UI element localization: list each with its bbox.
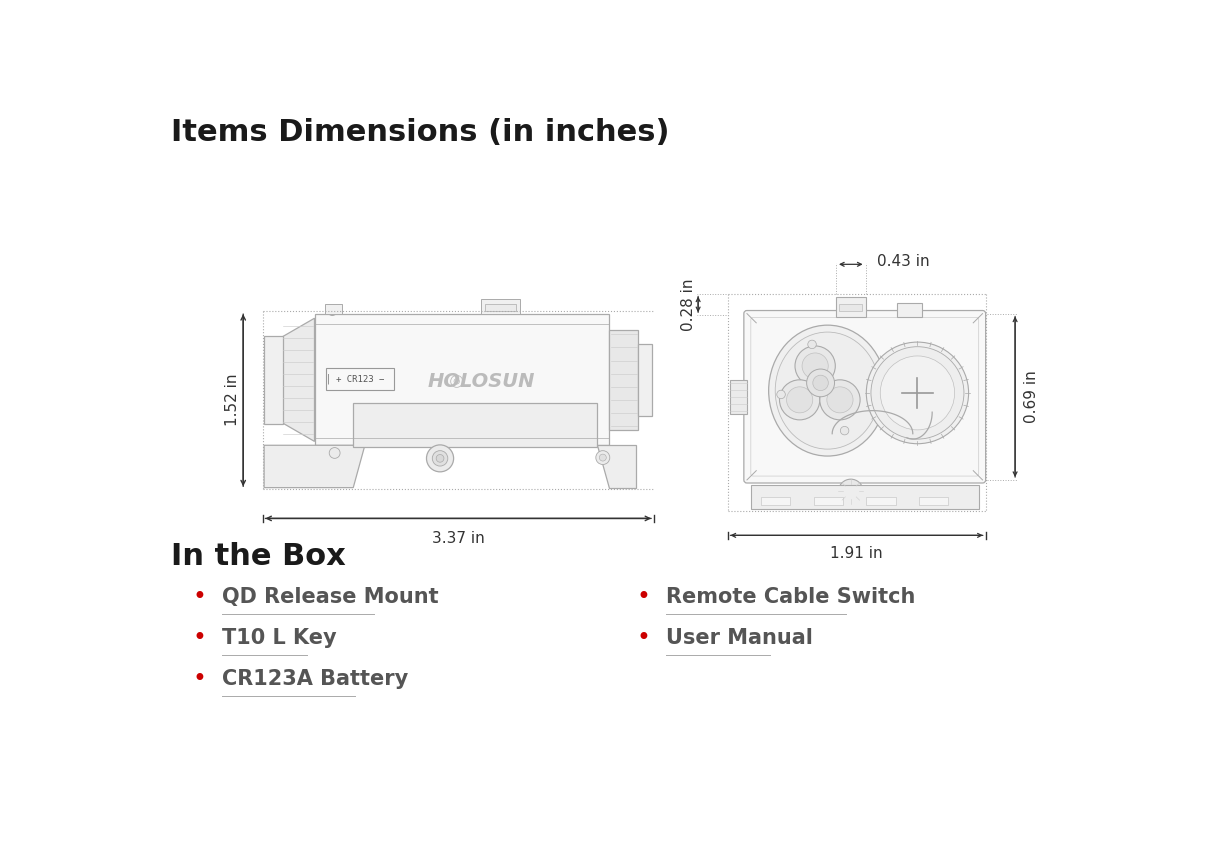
- Bar: [481, 299, 520, 314]
- Circle shape: [432, 450, 448, 466]
- Circle shape: [870, 346, 964, 439]
- Bar: [639, 344, 652, 416]
- Text: 3.37 in: 3.37 in: [432, 530, 484, 546]
- Bar: [324, 304, 341, 314]
- Text: HOLOSUN: HOLOSUN: [427, 372, 535, 391]
- Bar: [486, 304, 516, 312]
- Circle shape: [867, 342, 969, 444]
- Text: T10 L Key: T10 L Key: [221, 628, 336, 648]
- Circle shape: [426, 445, 454, 472]
- Polygon shape: [282, 319, 314, 442]
- Text: 0.43 in: 0.43 in: [878, 253, 930, 269]
- Ellipse shape: [768, 326, 886, 456]
- Circle shape: [819, 380, 860, 420]
- Circle shape: [795, 346, 835, 386]
- Circle shape: [787, 387, 812, 413]
- Circle shape: [827, 387, 853, 413]
- Text: + CR123 −: + CR123 −: [336, 375, 385, 384]
- Text: •: •: [193, 626, 206, 650]
- Circle shape: [330, 309, 334, 313]
- Circle shape: [802, 353, 828, 379]
- Text: QD Release Mount: QD Release Mount: [221, 587, 438, 607]
- Bar: [839, 304, 862, 312]
- Circle shape: [839, 479, 863, 503]
- Bar: [265, 336, 283, 424]
- Bar: [761, 496, 790, 504]
- Circle shape: [600, 454, 606, 461]
- Bar: [919, 496, 948, 504]
- Text: •: •: [193, 585, 206, 609]
- Bar: [836, 297, 866, 317]
- Circle shape: [779, 380, 819, 420]
- Bar: [813, 496, 843, 504]
- Text: 0.28 in: 0.28 in: [681, 278, 697, 331]
- Circle shape: [450, 375, 463, 387]
- Circle shape: [454, 378, 459, 384]
- Bar: [353, 403, 597, 447]
- Text: In the Box: In the Box: [171, 542, 346, 570]
- FancyBboxPatch shape: [744, 311, 986, 483]
- Polygon shape: [265, 445, 365, 488]
- Text: CR123A Battery: CR123A Battery: [221, 668, 408, 688]
- Circle shape: [880, 356, 954, 430]
- Polygon shape: [597, 445, 636, 488]
- Bar: [314, 314, 609, 445]
- Text: User Manual: User Manual: [665, 628, 812, 648]
- Text: Items Dimensions (in inches): Items Dimensions (in inches): [171, 118, 670, 147]
- Ellipse shape: [776, 332, 880, 449]
- Text: |: |: [327, 374, 330, 385]
- Bar: [730, 380, 747, 414]
- Circle shape: [329, 448, 340, 458]
- Text: •: •: [193, 667, 206, 691]
- Text: 1.91 in: 1.91 in: [830, 546, 883, 561]
- Text: Remote Cable Switch: Remote Cable Switch: [665, 587, 915, 607]
- Circle shape: [806, 369, 834, 397]
- Circle shape: [813, 375, 828, 391]
- Bar: [750, 484, 978, 510]
- Bar: [327, 368, 395, 390]
- Circle shape: [596, 450, 609, 464]
- Bar: [897, 303, 923, 317]
- Circle shape: [807, 340, 816, 349]
- Circle shape: [777, 391, 785, 398]
- Text: •: •: [637, 585, 651, 609]
- Text: •: •: [637, 626, 651, 650]
- Bar: [609, 330, 639, 430]
- Bar: [867, 496, 896, 504]
- Circle shape: [840, 426, 849, 435]
- Circle shape: [436, 455, 444, 462]
- Text: 1.52 in: 1.52 in: [225, 374, 240, 426]
- Text: 0.69 in: 0.69 in: [1025, 371, 1039, 423]
- Circle shape: [328, 307, 336, 316]
